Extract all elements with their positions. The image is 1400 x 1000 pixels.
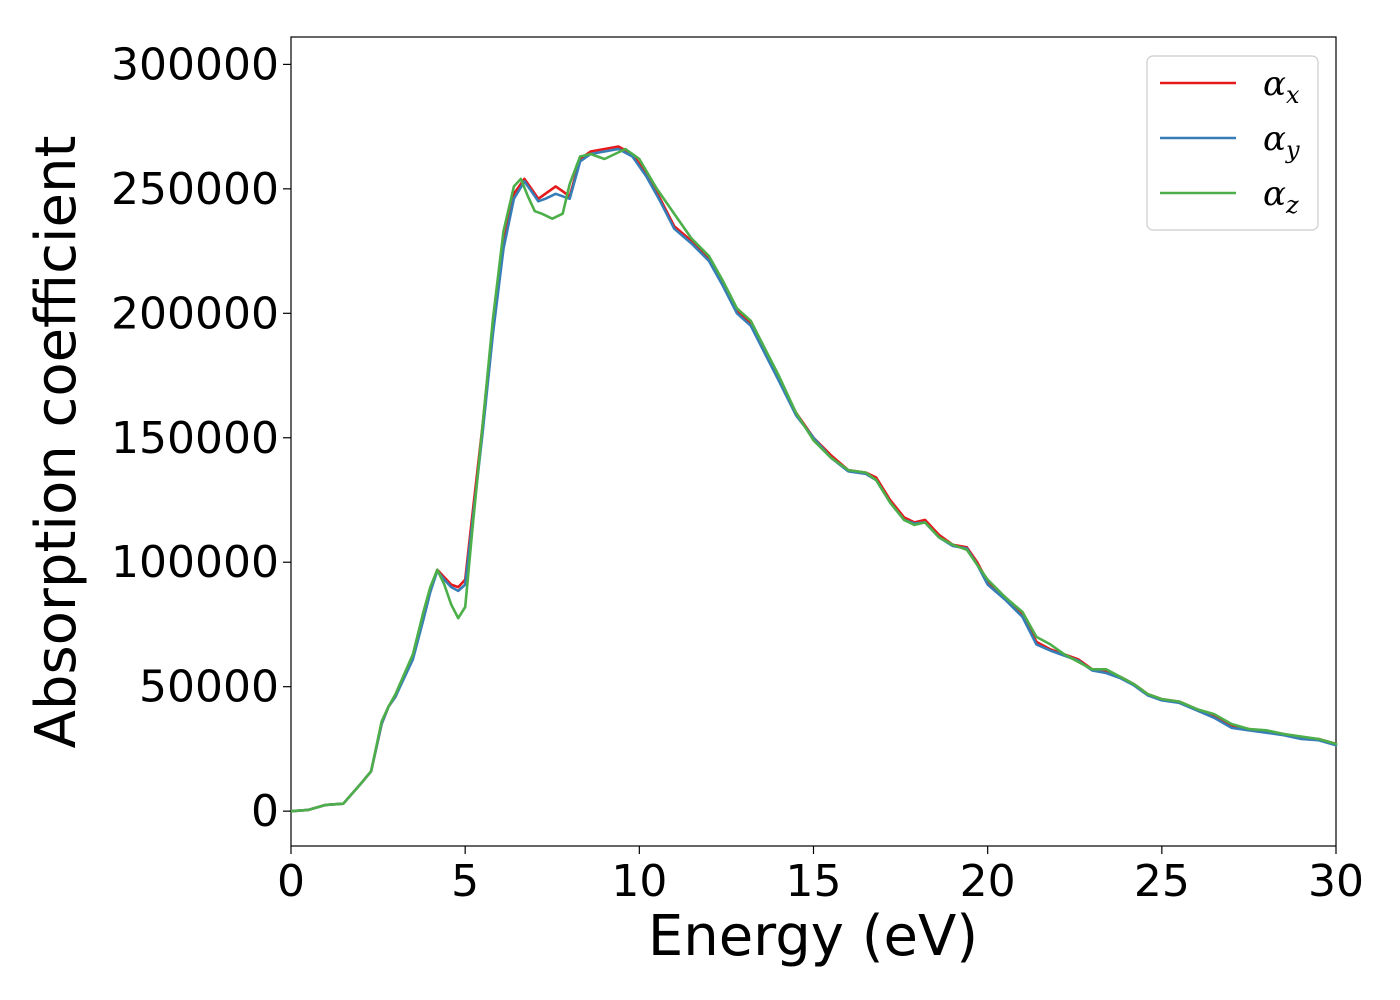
x-tick-label: 0 [277, 856, 305, 907]
series-line-y [289, 147, 1338, 813]
x-tick-label: 20 [960, 856, 1016, 907]
y-tick-label: 200000 [111, 288, 279, 339]
legend-label-y: αy [1263, 119, 1300, 164]
x-tick-label: 30 [1308, 856, 1364, 907]
x-tick-label: 10 [611, 856, 667, 907]
legend-items: αx αy αz [1160, 64, 1300, 219]
series-layer [289, 145, 1338, 813]
legend: αx αy αz [1146, 55, 1319, 231]
series-line-z [289, 147, 1338, 813]
y-tick-label: 100000 [111, 537, 279, 588]
y-tick-label: 50000 [139, 662, 279, 713]
legend-label-x: αx [1263, 64, 1300, 109]
x-tick-label: 5 [451, 856, 479, 907]
x-axis-ticks: 0 5 10 15 20 25 30 [277, 846, 1364, 907]
y-tick-label: 250000 [111, 164, 279, 215]
x-tick-label: 25 [1134, 856, 1190, 907]
y-axis-ticks: 0 50000 100000 150000 200000 250000 300000 [111, 39, 291, 837]
y-axis-label: Absorption coefficient [24, 136, 89, 749]
x-axis-label: Energy (eV) [648, 904, 978, 969]
y-tick-label: 0 [251, 786, 279, 837]
y-tick-label: 300000 [111, 39, 279, 90]
y-tick-label: 150000 [111, 413, 279, 464]
x-tick-label: 15 [786, 856, 842, 907]
legend-frame [1146, 55, 1319, 231]
legend-label-z: αz [1263, 174, 1299, 219]
